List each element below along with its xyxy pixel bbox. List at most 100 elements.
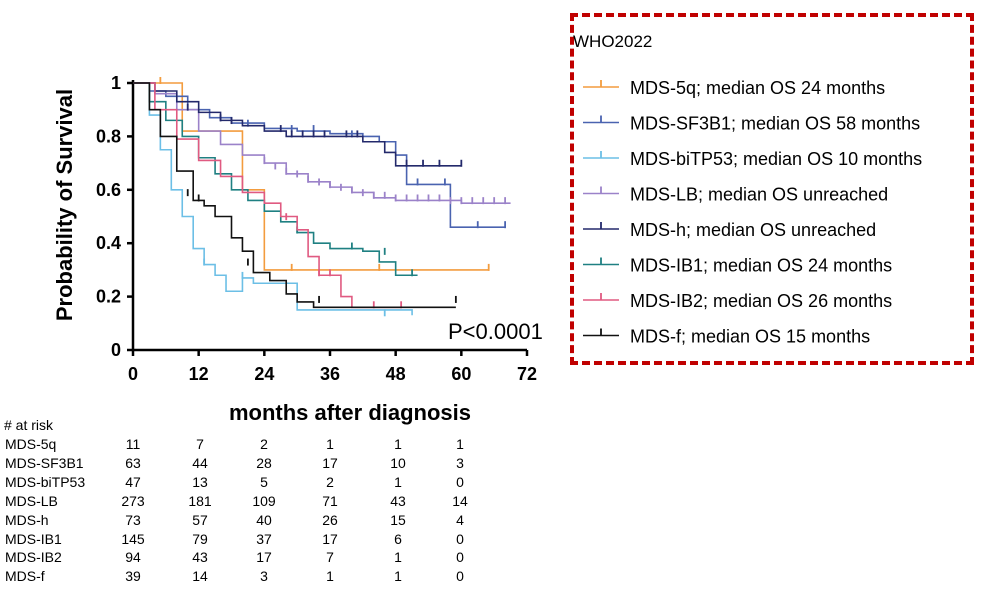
series-curve (133, 77, 490, 271)
y-tick-label: 0 (111, 340, 121, 360)
risk-table-title: # at risk (4, 417, 54, 433)
y-tick-label: 0.4 (96, 233, 121, 253)
risk-row-label: MDS-LB (5, 492, 58, 509)
series-curve (133, 82, 418, 277)
risk-row-label: MDS-f (5, 568, 45, 585)
series-line (133, 82, 456, 309)
risk-cell: 63 (125, 454, 141, 471)
risk-cell: 2 (326, 473, 334, 490)
series-curve (133, 82, 511, 205)
risk-cell: 1 (394, 436, 402, 452)
risk-cell: 43 (192, 549, 208, 566)
x-tick-label: 24 (254, 364, 274, 384)
risk-cell: 7 (326, 549, 334, 566)
risk-cell: 28 (256, 454, 272, 471)
risk-cell: 4 (456, 511, 464, 528)
x-tick-label: 60 (451, 364, 471, 384)
y-axis-label: Probability of Survival (52, 89, 77, 321)
x-tick-label: 0 (128, 364, 138, 384)
risk-cell: 71 (322, 492, 338, 509)
series-line (133, 82, 506, 228)
risk-cell: 0 (456, 473, 464, 490)
risk-cell: 0 (456, 530, 464, 547)
x-axis-label: months after diagnosis (228, 400, 472, 425)
risk-cell: 1 (394, 549, 402, 566)
p-value-annotation: P<0.0001 (448, 319, 543, 344)
risk-cell: 273 (121, 492, 145, 509)
risk-cell: 40 (256, 511, 272, 528)
risk-cell: 0 (456, 568, 464, 585)
series-line (133, 82, 402, 309)
risk-cell: 14 (452, 492, 468, 509)
series-curve (133, 82, 507, 229)
legend-label: MDS-LB; median OS unreached (630, 185, 888, 205)
risk-row-label: MDS-5q (5, 436, 57, 452)
x-tick-label: 12 (189, 364, 209, 384)
series-curve (133, 82, 457, 309)
legend: MDS-5q; median OS 24 months MDS-SF3B1; me… (583, 78, 922, 347)
risk-cell: 47 (125, 473, 141, 490)
risk-cell: 14 (192, 568, 208, 585)
risk-cell: 43 (390, 492, 406, 509)
risk-cell: 73 (125, 511, 141, 528)
series-line (133, 82, 413, 316)
y-tick-label: 0.6 (96, 180, 121, 200)
risk-cell: 13 (192, 473, 208, 490)
risk-cell: 2 (260, 436, 268, 452)
risk-cell: 1 (394, 473, 402, 490)
risk-row-label: MDS-IB2 (5, 549, 62, 566)
risk-cell: 17 (322, 454, 338, 471)
risk-cell: 57 (192, 511, 208, 528)
risk-cell: 15 (390, 511, 406, 528)
risk-cell: 181 (188, 492, 212, 509)
legend-label: MDS-IB1; median OS 24 months (630, 256, 892, 276)
risk-cell: 37 (256, 530, 272, 547)
risk-cell: 44 (192, 454, 208, 471)
risk-cell: 1 (456, 436, 464, 452)
risk-cell: 1 (394, 568, 402, 585)
risk-cell: 145 (121, 530, 145, 547)
series-line (133, 82, 489, 271)
risk-cell: 1 (326, 436, 334, 452)
risk-cell: 17 (322, 530, 338, 547)
legend-label: MDS-biTP53; median OS 10 months (630, 149, 922, 169)
risk-row-label: MDS-h (5, 511, 49, 528)
risk-row-label: MDS-IB1 (5, 530, 62, 547)
risk-cell: 26 (322, 511, 338, 528)
chart-axes: 0 12 24 36 48 60 72 0 0.2 0.4 0.6 0.8 1 (96, 73, 537, 384)
risk-cell: 0 (456, 549, 464, 566)
risk-cell: 17 (256, 549, 272, 566)
y-tick-label: 1 (111, 73, 121, 93)
risk-cell: 11 (125, 436, 141, 452)
risk-row-label: MDS-SF3B1 (5, 454, 84, 471)
legend-label: MDS-f; median OS 15 months (630, 327, 870, 347)
risk-cell: 5 (260, 473, 268, 490)
risk-row-label: MDS-biTP53 (5, 473, 86, 490)
legend-label: MDS-SF3B1; median OS 58 months (630, 114, 920, 134)
risk-cell: 1 (326, 568, 334, 585)
risk-cell: 94 (125, 549, 141, 566)
series-line (133, 82, 462, 167)
legend-label: MDS-5q; median OS 24 months (630, 78, 885, 98)
legend-title: WHO2022 (573, 32, 653, 51)
survival-curves (133, 77, 511, 317)
y-tick-label: 0.8 (96, 126, 121, 146)
risk-cell: 39 (125, 568, 141, 585)
series-curve (133, 82, 413, 317)
risk-cell: 3 (456, 454, 464, 471)
risk-cell: 79 (192, 530, 208, 547)
legend-label: MDS-IB2; median OS 26 months (630, 291, 892, 311)
x-tick-label: 72 (517, 364, 537, 384)
risk-cell: 6 (394, 530, 402, 547)
risk-cell: 10 (390, 454, 406, 471)
legend-box (570, 13, 974, 365)
series-curve (133, 82, 463, 167)
legend-label: MDS-h; median OS unreached (630, 220, 876, 240)
risk-cell: 109 (252, 492, 276, 509)
x-tick-label: 48 (386, 364, 406, 384)
series-curve (133, 82, 403, 309)
x-tick-label: 36 (320, 364, 340, 384)
series-line (133, 82, 418, 277)
y-tick-label: 0.2 (96, 287, 121, 307)
